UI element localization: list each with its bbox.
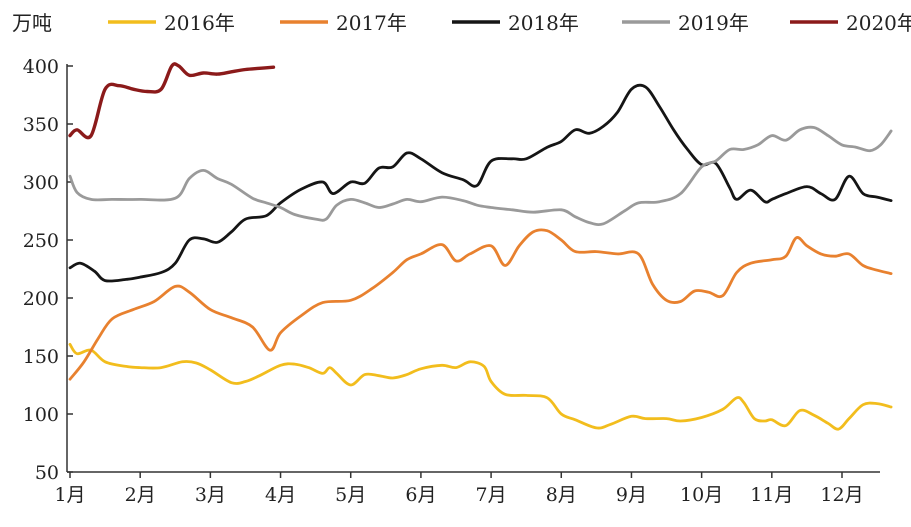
series-line-4 — [68, 125, 893, 226]
x-axis: 1月 2月 3月 4月 5月 6月 7月 8月 9月 10月 11月 12月 — [54, 471, 880, 506]
legend: 2016年 2017年 2018年 2019年 2020年 — [108, 11, 911, 35]
legend-label: 2020年 — [846, 11, 911, 35]
x-tick-label: 1月 — [54, 484, 85, 506]
legend-label: 2016年 — [164, 11, 235, 35]
series-line-3 — [68, 83, 893, 283]
y-tick-label: 200 — [23, 288, 59, 310]
y-tick-label: 250 — [23, 230, 59, 252]
series-line-2 — [68, 228, 893, 381]
y-tick-label: 50 — [35, 462, 59, 484]
x-tick-label: 4月 — [265, 484, 296, 506]
series-line-5 — [68, 62, 276, 140]
y-tick-label: 150 — [23, 346, 59, 368]
legend-label: 2017年 — [336, 11, 407, 35]
y-tick-label: 350 — [23, 114, 59, 136]
legend-label: 2019年 — [678, 11, 749, 35]
x-tick-label: 10月 — [680, 484, 723, 506]
x-tick-label: 5月 — [335, 484, 366, 506]
series-line-1 — [68, 343, 893, 431]
x-tick-label: 9月 — [616, 484, 647, 506]
x-tick-label: 8月 — [546, 484, 577, 506]
y-axis: 50 100 150 200 250 300 350 400 — [23, 56, 73, 484]
x-tick-label: 11月 — [750, 484, 793, 506]
x-tick-label: 12月 — [820, 484, 863, 506]
y-tick-label: 400 — [23, 56, 59, 78]
x-tick-label: 2月 — [125, 484, 156, 506]
y-tick-label: 300 — [23, 172, 59, 194]
y-tick-label: 100 — [23, 404, 59, 426]
plot-lines — [68, 62, 893, 431]
x-tick-label: 7月 — [476, 484, 507, 506]
unit-label: 万吨 — [12, 11, 52, 35]
legend-label: 2018年 — [508, 11, 579, 35]
x-tick-label: 6月 — [405, 484, 436, 506]
x-tick-label: 3月 — [195, 484, 226, 506]
